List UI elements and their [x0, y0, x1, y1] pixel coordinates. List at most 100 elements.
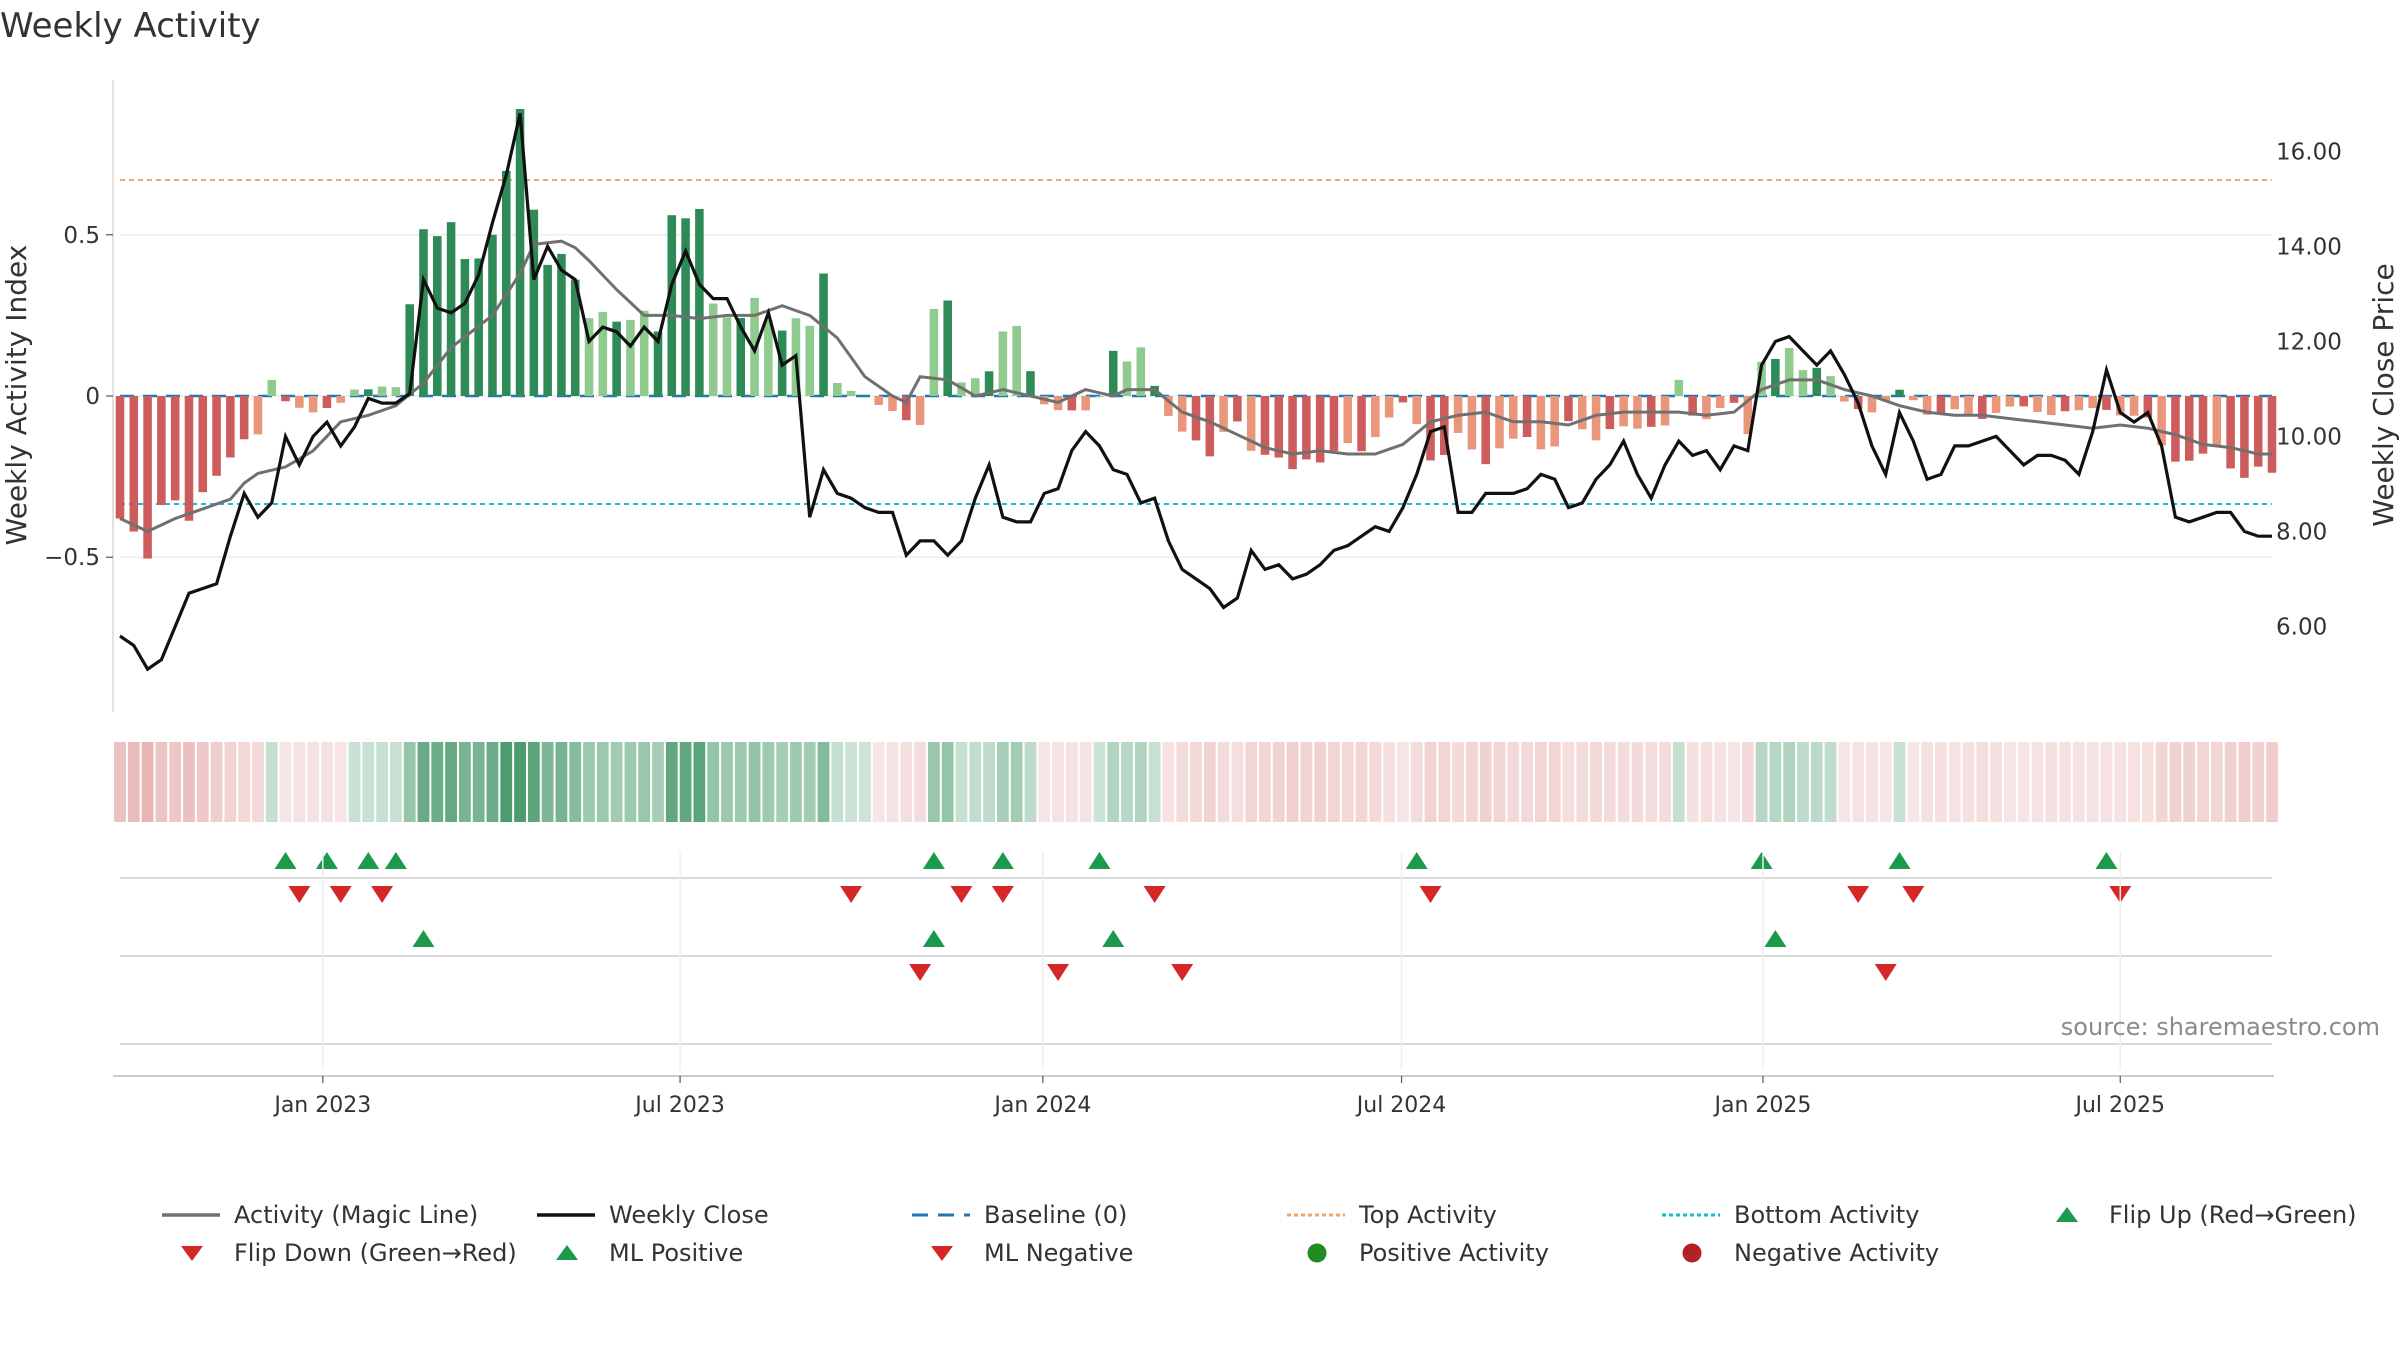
activity-bar — [281, 396, 290, 402]
right-tick-label: 8.00 — [2276, 519, 2327, 545]
heat-cell — [1176, 742, 1189, 822]
heat-cell — [1990, 742, 2002, 822]
activity-bar — [681, 218, 690, 396]
heat-cell — [776, 742, 789, 822]
activity-bar — [998, 331, 1008, 396]
activity-bar — [2033, 396, 2042, 412]
heat-cell — [2197, 742, 2209, 822]
activity-bar — [860, 396, 870, 397]
heat-cell — [1452, 742, 1464, 822]
heat-cell — [1741, 742, 1754, 822]
flip-down-marker — [950, 886, 973, 903]
triangle-up-green-icon — [556, 1245, 578, 1260]
heat-cell — [845, 742, 858, 822]
activity-bar — [267, 379, 277, 396]
heat-cell — [279, 742, 292, 822]
heat-cell — [183, 742, 195, 822]
legend-item: Baseline (0) — [910, 1201, 1285, 1229]
activity-bar — [1674, 379, 1684, 396]
activity-bar — [170, 396, 180, 501]
heat-cell — [1038, 742, 1051, 822]
activity-bar — [405, 304, 414, 396]
activity-bar — [1729, 396, 1739, 403]
activity-bar — [2267, 396, 2277, 473]
heat-cell — [596, 742, 609, 822]
heat-cell — [1838, 742, 1851, 822]
legend-item: Negative Activity — [1660, 1239, 2035, 1267]
activity-bar — [1964, 396, 1973, 416]
activity-bar — [143, 396, 152, 559]
x-tick-label: Jan 2025 — [1713, 1093, 1812, 1118]
activity-bar — [2226, 396, 2235, 469]
heat-cell — [514, 742, 526, 822]
heat-cell — [1079, 742, 1092, 822]
activity-bar — [1978, 396, 1987, 419]
activity-bar — [1067, 396, 1077, 411]
activity-bar — [543, 264, 552, 396]
activity-bar — [198, 396, 208, 493]
activity-bar — [2184, 396, 2194, 461]
heat-cell — [1548, 742, 1561, 822]
heat-cell — [1907, 742, 1920, 822]
triangle-up-green-icon — [2056, 1207, 2078, 1222]
activity-bar — [2074, 396, 2084, 411]
activity-bar — [1371, 396, 1380, 438]
flip-up-marker — [2095, 852, 2118, 869]
heat-cell — [1355, 742, 1368, 822]
legend-item: ML Positive — [535, 1239, 910, 1267]
legend-item: ML Negative — [910, 1239, 1285, 1267]
ml-positive-marker — [922, 930, 945, 947]
activity-bar — [2088, 396, 2097, 409]
activity-bar — [2143, 396, 2153, 418]
activity-bar — [1260, 396, 1270, 455]
heat-cell — [707, 742, 720, 822]
heat-cell — [969, 742, 982, 822]
legend-label: Positive Activity — [1359, 1239, 1549, 1267]
legend-item: Flip Up (Red→Green) — [2035, 1201, 2400, 1229]
heat-cell — [721, 742, 733, 822]
heat-cell — [1259, 742, 1271, 822]
flip-down-marker — [1902, 886, 1925, 903]
legend: Activity (Magic Line) Weekly Close Basel… — [160, 1196, 2380, 1272]
heat-cell — [224, 742, 237, 822]
legend-label: ML Negative — [984, 1239, 1134, 1267]
heat-cell — [1783, 742, 1796, 822]
heat-cell — [155, 742, 168, 822]
activity-bar — [1715, 396, 1725, 408]
activity-bar — [1495, 396, 1504, 449]
heat-cell — [803, 742, 816, 822]
heat-cell — [307, 742, 320, 822]
heat-cell — [900, 742, 913, 822]
activity-bar — [1550, 396, 1559, 447]
heat-cell — [1065, 742, 1078, 822]
activity-bar — [364, 389, 373, 396]
activity-bar — [805, 325, 815, 396]
activity-bar — [2253, 396, 2263, 467]
activity-bar — [515, 109, 525, 396]
heat-cell — [679, 742, 692, 822]
activity-bar — [460, 259, 470, 396]
x-tick-label: Jul 2023 — [633, 1093, 725, 1118]
heat-cell — [790, 742, 802, 822]
signal-markers — [120, 852, 2272, 1045]
activity-bar — [2019, 396, 2028, 407]
legend-row-2: Flip Down (Green→Red) ML Positive ML Neg… — [160, 1234, 2380, 1272]
heat-cell — [1534, 742, 1547, 822]
heat-cell — [500, 742, 513, 822]
legend-row-1: Activity (Magic Line) Weekly Close Basel… — [160, 1196, 2380, 1234]
heat-cell — [1879, 742, 1892, 822]
right-tick-label: 14.00 — [2276, 234, 2342, 260]
ml-negative-marker — [909, 964, 932, 981]
heat-cell — [1148, 742, 1161, 822]
activity-bar — [391, 387, 401, 396]
activity-bar — [1950, 396, 1959, 410]
x-tick-label: Jan 2024 — [992, 1093, 1091, 1118]
heat-cell — [445, 742, 457, 822]
heat-cell — [2086, 742, 2099, 822]
heat-cell — [2004, 742, 2016, 822]
activity-bar — [1591, 396, 1601, 441]
heat-cell — [1424, 742, 1437, 822]
activity-bars — [115, 109, 2277, 559]
activity-heat-strip — [114, 742, 2278, 822]
activity-bar — [1219, 396, 1228, 432]
